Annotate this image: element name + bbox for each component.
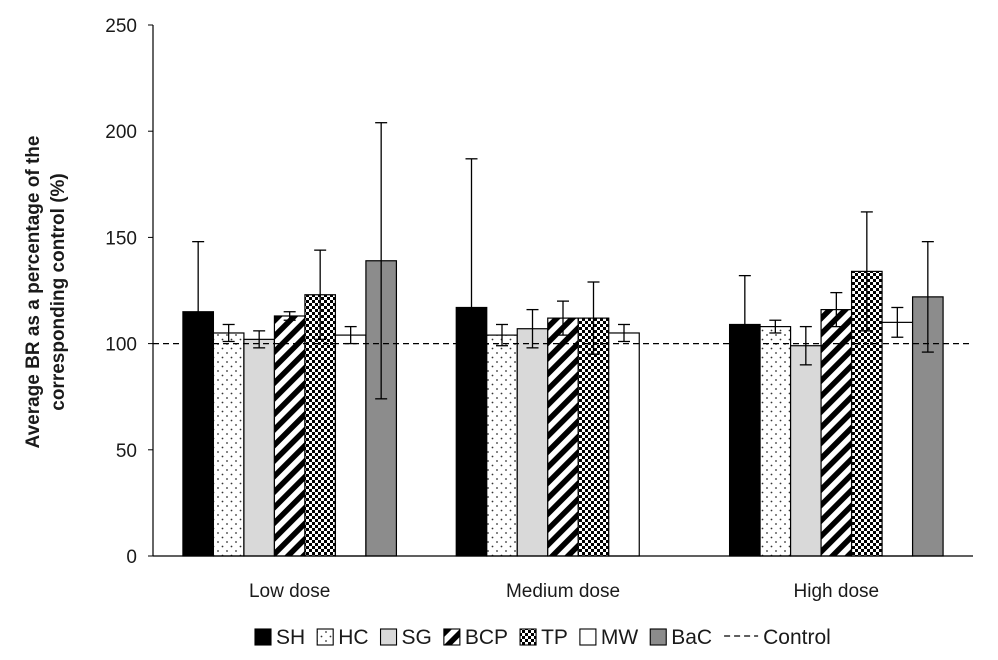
error-bar-tp-medium-dose [587,281,600,355]
legend-item-tp: TP [519,626,568,649]
legend-swatch-sh [254,628,272,646]
y-tick-label-150: 150 [105,228,137,249]
legend-swatch-bcp [443,628,461,646]
category-label-low-dose: Low dose [249,581,330,602]
bar-bcp-medium-dose [547,317,579,557]
legend-swatch-sg [379,628,398,646]
legend-label-mw: MW [601,626,638,649]
category-label-high-dose: High dose [794,581,880,602]
legend-swatch-bac [649,628,667,646]
bar-hc-high-dose [759,326,792,557]
error-bar-bcp-medium-dose [557,300,569,336]
legend-item-hc: HC [316,626,369,649]
error-bar-bcp-low-dose [283,311,296,321]
error-bar-mw-high-dose [891,306,904,338]
y-axis-title-line-1: Average BR as a percentage of the [23,136,44,449]
axes [152,25,973,557]
bar-hc-low-dose [212,332,245,557]
error-bar-bcp-high-dose [830,291,843,328]
y-tick-label-50: 50 [116,441,137,462]
legend-item-mw: MW [579,626,638,649]
bar-mw-medium-dose [608,332,640,557]
legend-swatch-tp [519,628,537,646]
y-tick-label-250: 250 [105,16,137,37]
legend-swatch-hc [316,628,334,646]
error-bar-hc-low-dose [222,323,235,343]
bar-mw-high-dose [881,321,914,557]
error-bar-sg-medium-dose [526,308,539,349]
legend-label-bcp: BCP [465,626,508,649]
legend-item-sh: SH [254,626,305,649]
category-labels: Low dose Medium dose High dose [249,581,879,602]
legend-label-sg: SG [402,626,432,649]
y-tick-label-200: 200 [105,122,137,143]
y-tick-label-100: 100 [105,335,137,356]
y-axis-title-line-2: corresponding control (%) [48,173,69,411]
legend-label-hc: HC [338,626,368,649]
legend-item-bcp: BCP [443,626,508,649]
error-bar-mw-medium-dose [618,323,630,343]
bar-sg-low-dose [243,338,276,557]
error-bar-sg-low-dose [253,330,266,349]
error-bar-hc-medium-dose [496,323,508,347]
legend-label-bac: BaC [671,626,712,649]
error-bar-sg-high-dose [799,325,812,366]
bar-sg-medium-dose [516,328,549,557]
legend-item-control: Control [724,626,831,649]
legend-label-sh: SH [276,626,305,649]
legend-item-bac: BaC [649,626,712,649]
bar-mw-low-dose [334,334,367,557]
y-axis-title: Average BR as a percentage of the corres… [23,136,69,449]
legend: SH HC SG BCP TP MW BaC Control [254,626,831,649]
error-bar-hc-high-dose [769,319,782,334]
error-bar-tp-high-dose [860,211,873,332]
bar-bcp-high-dose [820,309,853,557]
legend-swatch-mw [579,628,597,646]
legend-label-control: Control [763,626,831,649]
legend-item-sg: SG [379,626,432,649]
bar-bcp-low-dose [273,315,306,557]
legend-label-tp: TP [541,626,568,649]
error-bar-sh-low-dose [192,240,205,383]
category-label-medium-dose: Medium dose [506,581,620,602]
bar-sg-high-dose [789,345,822,557]
error-bar-bac-low-dose [375,122,388,400]
bar-hc-medium-dose [486,334,518,557]
error-bar-sh-medium-dose [465,158,478,457]
y-tick-label-0: 0 [126,547,137,568]
error-bar-tp-low-dose [314,249,327,341]
error-bars [192,122,934,457]
error-bar-sh-high-dose [738,274,751,374]
error-bar-bac-high-dose [921,240,934,353]
y-axis-ticks: 0 50 100 150 200 250 [105,16,153,568]
